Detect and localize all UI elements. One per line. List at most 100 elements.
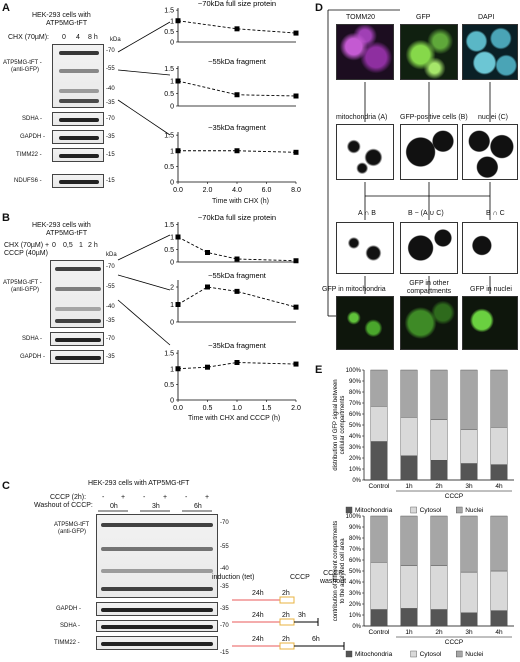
marker: -70 [220,623,229,629]
western-blot-timm22 [96,636,218,650]
y-tick-label: 30% [349,445,362,451]
western-blot-sdha [96,620,218,632]
chx-label: CHX (70µM) + [4,242,50,249]
data-point [175,78,181,84]
legend-label: Mitochondria [355,651,393,658]
construct-label: ATP5MG-tFT [46,20,88,27]
time-label: 1 [79,242,83,249]
y-tick-label: 60% [349,558,362,564]
blot-name: SDHA - [22,116,43,122]
bar-segment [400,455,418,481]
y-tick-label: 40% [349,580,362,586]
x-tick-label: Control [369,483,391,490]
gfp-nuclei-micrograph [462,296,518,350]
mitochondria-mask [336,124,394,180]
panel-label-d: D [315,2,323,14]
y-tick-label: 80% [349,390,362,396]
dapi-micrograph [462,24,518,80]
x-tick-label: 6.0 [262,187,272,194]
nuclei-mask [462,124,518,180]
bar-segment [400,565,418,609]
y-tick-label: 1 [170,18,174,25]
y-tick-label: 2 [170,285,174,292]
bar-segment [460,515,478,573]
legend-swatch [345,506,353,514]
y-tick-label: 70% [349,547,362,553]
bar-segment [460,429,478,464]
time-label: 0 [52,242,56,249]
washout-time: 0h [110,503,118,510]
blot-name: NDUFS6 - [14,178,42,184]
data-point [175,18,181,24]
western-blot-sdha [52,112,104,126]
legend-swatch [410,650,417,658]
data-point [234,360,240,365]
chx-label: CHX (70µM): [8,34,49,41]
y-tick-label: 10% [349,613,362,619]
x-tick-label: 3h [465,629,473,636]
blot-name: ATP5MG-tFT - [3,60,42,66]
bar-segment [490,427,508,465]
y-tick-label: 1.5 [164,8,174,15]
y-tick-label: 70% [349,401,362,407]
panel-label-e: E [315,364,323,376]
graph-title: ~70kDa full size protein [198,0,276,8]
x-tick-label: 4.0 [232,187,242,194]
x-tick-label: 8.0 [291,187,301,194]
western-blot-gapdh [50,350,104,364]
timeline-duration: 3h [298,612,306,619]
y-tick-label: 1 [170,235,174,242]
marker: -35 [106,100,115,106]
western-blot-atp5mg [96,514,218,598]
cccp-label: CCCP (2h): [50,494,87,501]
y-tick-label: 60% [349,412,362,418]
x-tick-label: 2.0 [291,405,301,412]
bar-segment [430,565,448,610]
y-tick-label: 0 [170,260,174,267]
bar-segment [400,369,418,418]
x-tick-label: 1.5 [262,405,272,412]
marker: -70 [106,264,115,270]
group-label: CCCP [445,639,463,646]
timeline-duration: 24h [252,636,264,643]
cccp-sign: + [121,494,126,501]
western-blot-atp5mg [52,44,104,108]
bar-segment [490,515,508,572]
y-axis-label-line: distribution of GFP signal between [333,379,339,470]
blot-name: GAPDH - [56,606,82,612]
western-blot-gapdh [96,602,218,616]
y-tick-label: 1.5 [164,351,174,358]
time-label: 2 h [88,242,98,249]
bar-segment [490,570,508,611]
channel-label: DAPI [478,14,495,21]
y-tick-label: 80% [349,536,362,542]
bar-segment [460,369,478,430]
legend-swatch [410,506,417,514]
blot-sub: (anti-GFP) [11,67,40,73]
y-tick-label: 0 [170,180,174,187]
cell-line-label: HEK-293 cells with [32,12,91,19]
y-tick-label: 0.5 [164,29,174,36]
x-tick-label: 3h [465,483,473,490]
y-tick-label: 100% [346,368,362,374]
y-tick-label: 0.5 [164,91,174,98]
y-tick-label: 0 [170,320,174,327]
y-tick-label: 1 [170,79,174,86]
y-axis-label: distribution of GFP signal betweencellul… [333,379,346,470]
bar-segment [370,406,388,442]
legend-label: Nuclei [465,651,483,658]
y-tick-label: 30% [349,591,362,597]
marker: -15 [220,650,229,656]
x-tick-label: 0.5 [203,405,213,412]
data-point [175,302,181,307]
bar-segment [400,515,418,566]
bar-segment [460,463,478,481]
gfp-mito-micrograph [336,296,394,350]
time-8: 8 h [88,34,98,41]
marker: -40 [106,86,115,92]
marker: -35 [220,584,229,590]
cccp-label: CCCP (40µM) [4,250,48,257]
